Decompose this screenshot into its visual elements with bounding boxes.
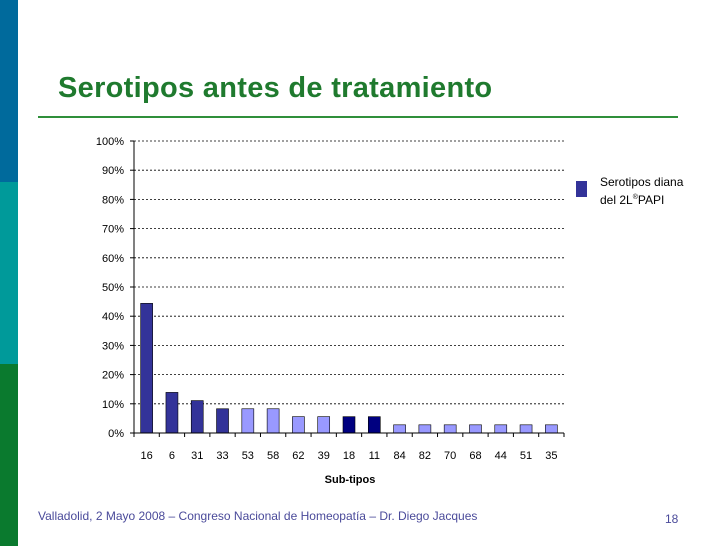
bar-16 bbox=[141, 303, 153, 433]
x-axis-ticks: 16 6 31 33 53 58 62 39 18 11 84 82 70 68 44 51 35 bbox=[134, 433, 564, 462]
y-tick-label: 0% bbox=[108, 428, 124, 440]
y-tick-label: 40% bbox=[102, 311, 124, 323]
x-tick-label: 58 bbox=[267, 450, 279, 462]
bar-31 bbox=[191, 401, 203, 433]
bar-53 bbox=[242, 409, 254, 433]
bar-39 bbox=[318, 417, 330, 433]
y-tick-label: 90% bbox=[102, 165, 124, 177]
legend-line-2b: PAPI bbox=[638, 193, 664, 207]
bar-58 bbox=[267, 409, 279, 433]
y-tick-label: 60% bbox=[102, 253, 124, 265]
x-tick-label: 16 bbox=[141, 450, 153, 462]
y-tick-label: 80% bbox=[102, 194, 124, 206]
page-number: 18 bbox=[665, 512, 678, 526]
x-tick-label: 39 bbox=[318, 450, 330, 462]
bar-18 bbox=[343, 417, 355, 433]
bar-68 bbox=[469, 425, 481, 433]
bar-11 bbox=[368, 417, 380, 433]
bar-33 bbox=[217, 409, 229, 433]
x-tick-label: 70 bbox=[444, 450, 456, 462]
x-tick-label: 51 bbox=[520, 450, 532, 462]
bar-82 bbox=[419, 425, 431, 433]
y-tick-label: 100% bbox=[96, 136, 124, 148]
bar-6 bbox=[166, 392, 178, 433]
x-tick-label: 11 bbox=[369, 450, 380, 462]
x-tick-label: 31 bbox=[191, 450, 203, 462]
bar-51 bbox=[520, 425, 532, 433]
bar-35 bbox=[545, 425, 557, 433]
x-tick-label: 44 bbox=[495, 450, 507, 462]
y-axis-ticks: 0% 10% 20% 30% 40% 50% 60% 70% 80% 90% 100% bbox=[96, 136, 134, 440]
y-tick-label: 10% bbox=[102, 399, 124, 411]
y-tick-label: 20% bbox=[102, 370, 124, 382]
legend-line-2a: del 2L bbox=[600, 193, 633, 207]
y-tick-label: 30% bbox=[102, 340, 124, 352]
x-tick-label: 68 bbox=[469, 450, 481, 462]
bar-84 bbox=[394, 425, 406, 433]
x-tick-label: 6 bbox=[169, 450, 175, 462]
x-tick-label: 62 bbox=[292, 450, 304, 462]
legend-line-1: Serotipos diana bbox=[600, 175, 683, 189]
legend-swatch bbox=[576, 181, 587, 197]
bars bbox=[141, 303, 558, 433]
x-tick-label: 84 bbox=[393, 450, 405, 462]
x-tick-label: 18 bbox=[343, 450, 355, 462]
x-axis-label: Sub-tipos bbox=[325, 474, 376, 486]
legend-label: Serotipos diana del 2L®PAPI bbox=[600, 175, 720, 208]
x-tick-label: 82 bbox=[419, 450, 431, 462]
x-tick-label: 35 bbox=[545, 450, 557, 462]
x-tick-label: 53 bbox=[242, 450, 254, 462]
y-tick-label: 50% bbox=[102, 282, 124, 294]
bar-44 bbox=[495, 425, 507, 433]
bar-70 bbox=[444, 425, 456, 433]
y-tick-label: 70% bbox=[102, 224, 124, 236]
bar-62 bbox=[292, 417, 304, 433]
slide-footer: Valladolid, 2 Mayo 2008 – Congreso Nacio… bbox=[38, 509, 477, 523]
x-tick-label: 33 bbox=[216, 450, 228, 462]
gridlines bbox=[134, 141, 564, 404]
